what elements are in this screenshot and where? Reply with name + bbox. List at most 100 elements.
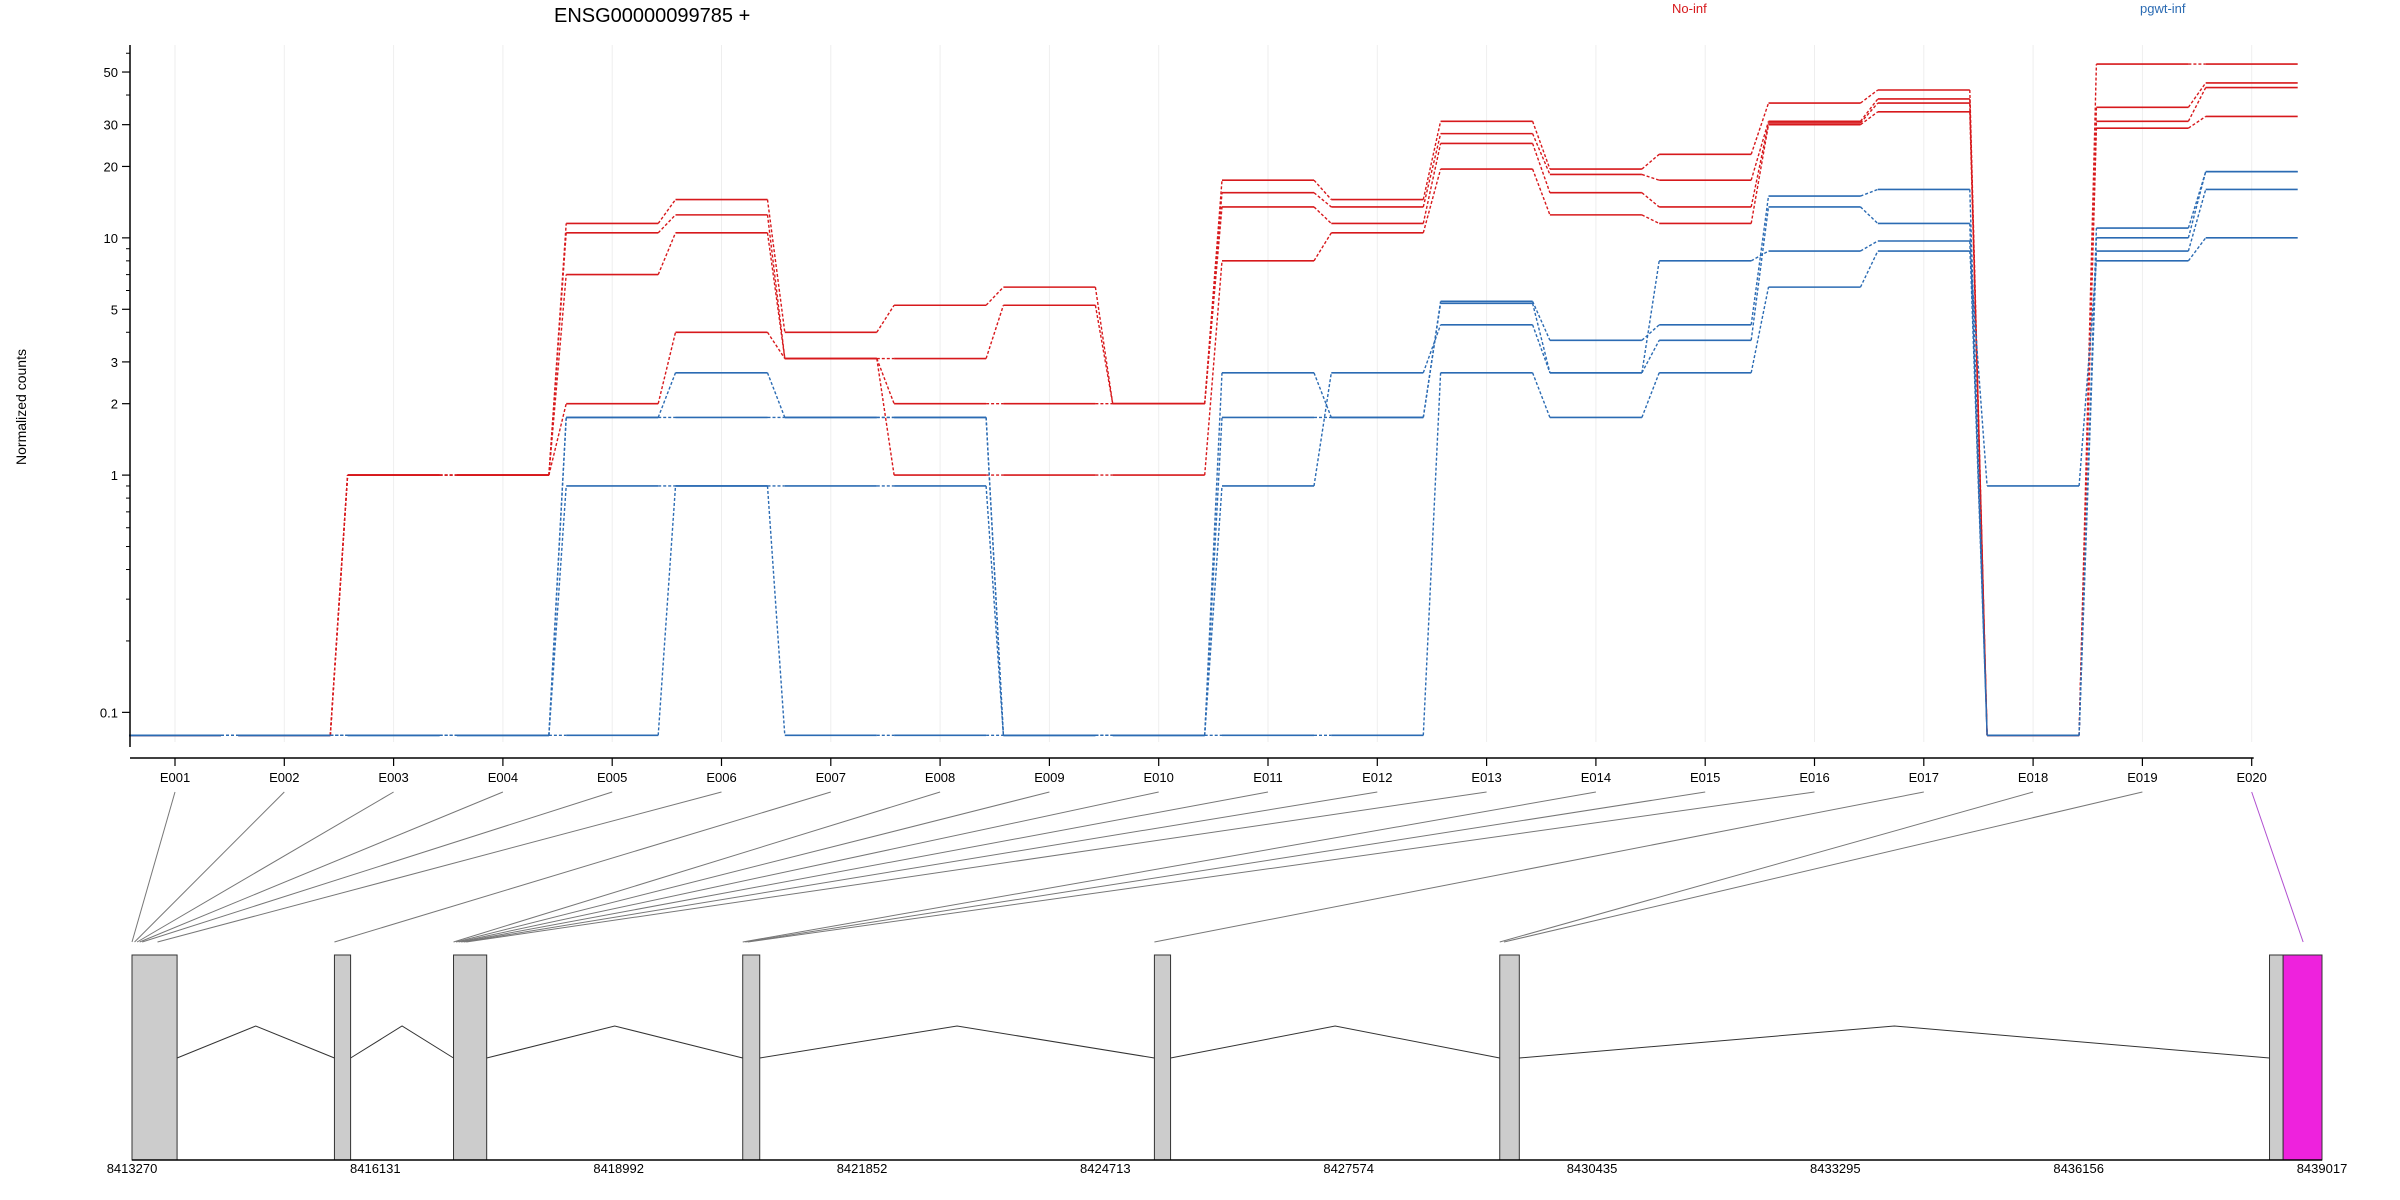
exon-connectors [131, 791, 2304, 943]
exon-block [453, 954, 488, 1161]
series-connector [1860, 240, 1879, 252]
x-tick-label-e009: E009 [1034, 770, 1064, 785]
series-connector [1422, 133, 1442, 208]
legend-no-inf: No-inf [1672, 1, 1707, 16]
y-tick-label: 1 [111, 468, 118, 483]
intron-junction [350, 1025, 454, 1059]
series-connector [2187, 171, 2207, 239]
exon-bin-connector [742, 791, 1596, 943]
series-connector [876, 358, 895, 404]
series-connector [1531, 372, 1551, 418]
series-connector [1750, 124, 1770, 224]
series-connector [548, 485, 567, 736]
series-connector [2187, 87, 2207, 122]
x-tick-label-e007: E007 [816, 770, 846, 785]
x-tick-label-e013: E013 [1471, 770, 1501, 785]
exon-bin-connector [139, 791, 504, 943]
exon-bin-connector [142, 791, 613, 943]
series-connector [1641, 192, 1660, 208]
x-tick-label-e019: E019 [2127, 770, 2157, 785]
exon-bin-connector [2251, 791, 2304, 943]
series-connector [657, 485, 677, 736]
series-connector [985, 485, 1005, 736]
series-connector [1204, 206, 1223, 404]
series-connector [1531, 303, 1551, 373]
x-tick-label-e003: E003 [378, 770, 408, 785]
grid-lines [174, 45, 2253, 742]
series-connector [1422, 303, 1442, 418]
genomic-coord-label: 8436156 [2053, 1161, 2104, 1176]
series-connector [766, 372, 786, 418]
series-connector [2078, 237, 2098, 736]
series-connector [1313, 192, 1332, 208]
exon-bin-connector [1499, 791, 2034, 943]
exon-block [2269, 954, 2284, 1161]
series-connector [1969, 111, 1988, 736]
series-connector [2078, 251, 2098, 736]
genomic-coord-label: 8430435 [1567, 1161, 1618, 1176]
intron-junction [486, 1025, 743, 1059]
series-connector [329, 475, 349, 736]
x-tick-label-e015: E015 [1690, 770, 1720, 785]
x-tick-label-e018: E018 [2018, 770, 2048, 785]
exon-bin-connector [1503, 791, 2143, 943]
x-tick-label-e002: E002 [269, 770, 299, 785]
series-no-inf-1 [129, 63, 2298, 737]
series-connector [1531, 301, 1551, 341]
series-connector [1750, 102, 1770, 155]
series-connector [657, 372, 677, 418]
series-connector [1860, 89, 1879, 104]
exon-block [333, 954, 352, 1161]
chart-title: ENSG00000099785 + [554, 5, 750, 27]
series-connector [985, 305, 1005, 359]
genomic-coord-label: 8427574 [1323, 1161, 1374, 1176]
x-tick-label-e011: E011 [1253, 770, 1282, 785]
exon-bin-connector [747, 791, 1815, 943]
x-tick-label-e006: E006 [706, 770, 736, 785]
exon-highlighted [2282, 954, 2323, 1161]
series-connector [1531, 133, 1551, 175]
x-tick-label-e012: E012 [1362, 770, 1392, 785]
y-tick-label: 5 [111, 302, 118, 317]
series-connector [766, 232, 786, 359]
series-connector [1750, 206, 1770, 341]
intron-junction [1519, 1025, 2270, 1059]
y-tick-label: 2 [111, 397, 118, 412]
genomic-coord-label: 8416131 [350, 1161, 401, 1176]
series-connector [985, 417, 1005, 736]
x-tick-label-e017: E017 [1909, 770, 1939, 785]
series-connector [1969, 240, 1988, 736]
series-connector [657, 214, 677, 234]
series-connector [1641, 173, 1660, 181]
exon-bin-connector [466, 791, 1487, 943]
series-connector [1531, 324, 1551, 374]
series-connector [1750, 286, 1770, 373]
x-tick-label-e001: E001 [160, 770, 190, 785]
exon-bin-connector [458, 791, 1159, 943]
y-tick-label: 3 [111, 355, 118, 370]
x-tick-label-e016: E016 [1799, 770, 1829, 785]
series-connector [876, 304, 895, 333]
series-connector [1094, 305, 1114, 404]
genomic-coord-label: 8418992 [593, 1161, 644, 1176]
series-connector [1859, 102, 1879, 124]
series-connector [1750, 195, 1770, 325]
x-tick-label-e008: E008 [925, 770, 955, 785]
y-tick-label: 30 [104, 118, 118, 133]
exon-block [742, 954, 761, 1161]
series-connector [1750, 121, 1770, 181]
exon-bin-connector [136, 791, 394, 943]
x-tick-label-e005: E005 [597, 770, 627, 785]
y-tick-label: 20 [104, 159, 118, 174]
series-connector [548, 417, 567, 736]
series-connector [657, 232, 677, 275]
series-connector [1750, 250, 1769, 262]
genomic-coord-label: 8413270 [107, 1161, 158, 1176]
series-connector [1641, 372, 1660, 418]
series-connector [1313, 179, 1332, 201]
genomic-coord-label: 8433295 [1810, 1161, 1861, 1176]
series-connector [1531, 121, 1551, 170]
series-connector [1313, 232, 1332, 262]
